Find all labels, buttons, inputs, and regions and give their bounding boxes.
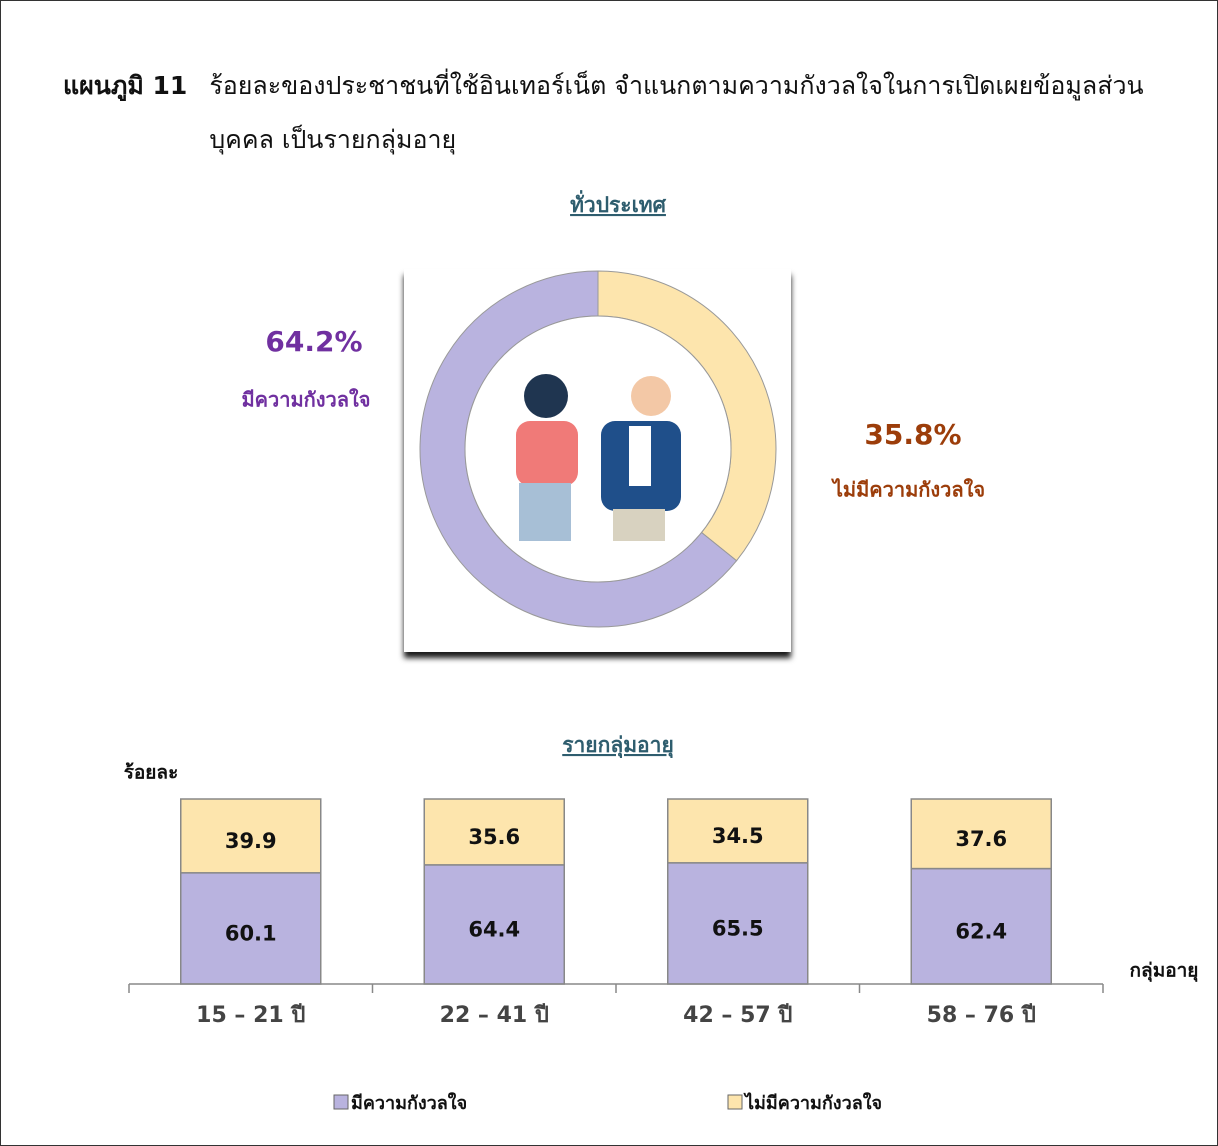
bar-segment bbox=[910, 798, 1052, 870]
x-tick-label: 58 – 76 ปี bbox=[927, 1003, 1036, 1028]
bar-chart: 60.1 39.9 15 – 21 ปี 64.4 35.6 22 – 41 ปี 65.5… bbox=[128, 798, 1104, 1114]
bar-value-label: 60.1 bbox=[225, 921, 277, 945]
pie-category-label: ไม่มีความกังวลใจ bbox=[831, 478, 985, 502]
bar-value-label: 65.5 bbox=[712, 916, 764, 940]
bar-value-label: 37.6 bbox=[955, 827, 1007, 851]
y-axis-label: ร้อยละ bbox=[124, 762, 179, 784]
illustration bbox=[516, 374, 681, 541]
x-tick-label: 42 – 57 ปี bbox=[683, 1003, 792, 1028]
bar-segment bbox=[180, 798, 322, 874]
x-axis-label: กลุ่มอายุ bbox=[1130, 960, 1199, 983]
x-tick-label: 15 – 21 ปี bbox=[196, 1003, 305, 1028]
bar-segment bbox=[667, 798, 809, 864]
bar-segment bbox=[423, 864, 565, 985]
bar-value-label: 62.4 bbox=[955, 919, 1007, 943]
donut-hole bbox=[464, 315, 732, 583]
pie bbox=[419, 270, 777, 628]
x-tick-label: 22 – 41 ปี bbox=[440, 1003, 549, 1028]
bar-value-label: 64.4 bbox=[468, 917, 520, 941]
legend-label: ไม่มีความกังวลใจ bbox=[743, 1092, 882, 1114]
pie-title: ทั่วประเทศ bbox=[570, 189, 667, 217]
bar-segment bbox=[910, 867, 1052, 985]
figure-heading: แผนภูมิ 11 ร้อยละของประชาชนที่ใช้อินเทอร… bbox=[63, 59, 1163, 167]
pie-value-label: 64.2% bbox=[265, 325, 362, 358]
bar-value-label: 39.9 bbox=[225, 829, 277, 853]
figure-title: ร้อยละของประชาชนที่ใช้อินเทอร์เน็ต จำแนก… bbox=[209, 71, 1144, 154]
legend-label: มีความกังวลใจ bbox=[351, 1092, 467, 1114]
pie-category-label: มีความกังวลใจ bbox=[241, 388, 370, 412]
bar-value-label: 35.6 bbox=[468, 825, 520, 849]
legend-swatch bbox=[333, 1094, 349, 1110]
bar-value-label: 34.5 bbox=[712, 824, 764, 848]
bar-title: รายกลุ่มอายุ bbox=[562, 733, 674, 759]
figure-label: แผนภูมิ 11 bbox=[63, 71, 188, 100]
legend-swatch bbox=[727, 1094, 743, 1110]
bar-segment bbox=[423, 798, 565, 866]
pie-value-label: 35.8% bbox=[864, 418, 961, 451]
